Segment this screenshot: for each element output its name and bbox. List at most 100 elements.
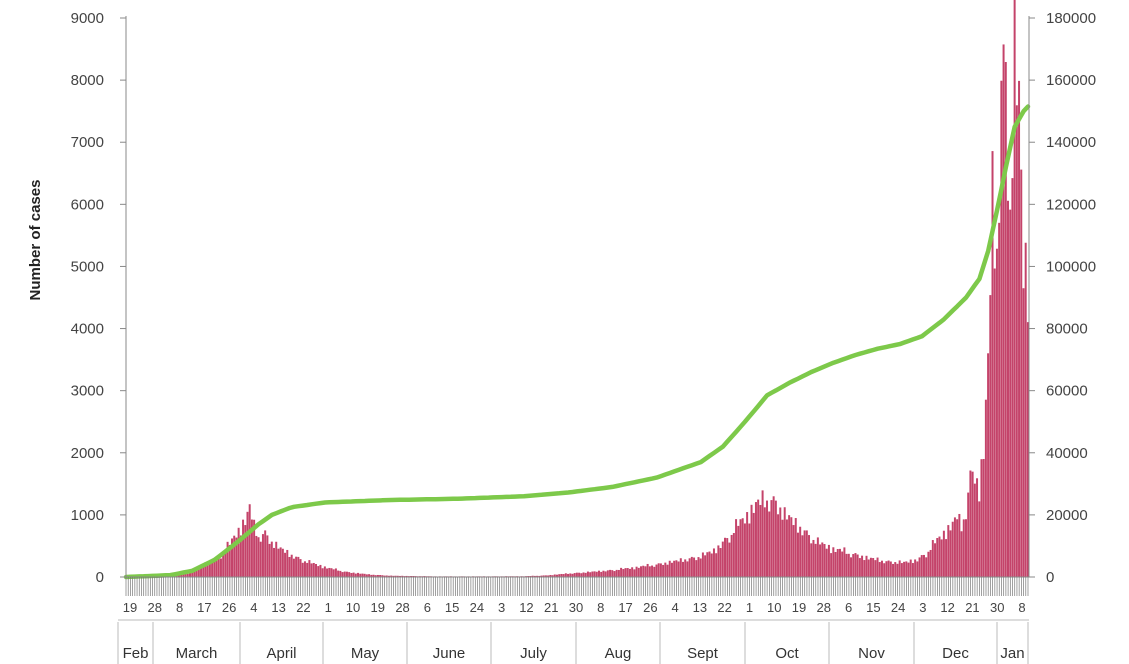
case-bar (712, 548, 715, 577)
case-bar (991, 151, 994, 577)
case-bar (686, 561, 689, 577)
day-label: 3 (498, 600, 505, 615)
case-bar (631, 567, 634, 577)
case-bar (606, 570, 609, 577)
month-labels: Feb March April May June July Aug Sept Oct Nov Dec… (117, 622, 1029, 664)
case-bar (1006, 200, 1009, 577)
day-label: 8 (176, 600, 183, 615)
case-bar (770, 500, 773, 577)
y2-tick-label: 120000 (1046, 196, 1096, 213)
case-bar (184, 573, 187, 577)
month-label: Dec (942, 645, 969, 662)
y-tick-label: 0 (96, 569, 104, 586)
daily-cases-bars (149, 0, 1029, 578)
case-bar (268, 543, 271, 577)
case-bar (1022, 288, 1025, 577)
y2-tick-label: 40000 (1046, 445, 1088, 462)
case-bar (299, 559, 302, 577)
day-label: 3 (919, 600, 926, 615)
month-label: Jan (1000, 645, 1024, 662)
case-bar (684, 559, 687, 577)
case-bar (206, 564, 209, 577)
case-bar (257, 537, 260, 577)
case-bar (854, 553, 857, 577)
right-axis-ticks: 0 20000 40000 60000 80000 100000 120000 140000 1… (1029, 10, 1096, 586)
case-bar (193, 568, 196, 577)
day-label: 22 (296, 600, 310, 615)
case-bar (715, 553, 718, 577)
case-bar (365, 574, 368, 577)
case-bar (239, 535, 242, 577)
case-bar (978, 501, 981, 577)
case-bar (726, 538, 729, 577)
case-bar (887, 560, 890, 577)
case-bar (743, 523, 746, 577)
case-bar (843, 547, 846, 577)
case-bar (1013, 0, 1016, 578)
case-bar (255, 535, 258, 577)
case-bar (567, 573, 570, 577)
case-bar (642, 565, 645, 577)
case-bar (399, 575, 402, 577)
day-label: 19 (792, 600, 806, 615)
case-bar (383, 575, 386, 577)
day-label: 22 (717, 600, 731, 615)
case-bar (867, 559, 870, 577)
case-bar (361, 573, 364, 577)
case-bar (690, 556, 693, 577)
case-bar (1020, 169, 1023, 577)
day-label: 24 (470, 600, 484, 615)
case-bar (688, 558, 691, 577)
case-bar (237, 527, 240, 577)
y2-tick-label: 100000 (1046, 258, 1096, 275)
case-bar (827, 544, 830, 577)
case-bar (177, 575, 180, 577)
case-bar (841, 551, 844, 577)
case-bar (695, 560, 698, 577)
case-bar (321, 568, 324, 577)
case-bar (571, 573, 574, 577)
case-bar (679, 558, 682, 577)
y-axis-title: Number of cases (27, 180, 44, 301)
case-bar (560, 573, 563, 577)
case-bar (872, 558, 875, 577)
day-label: 4 (671, 600, 678, 615)
case-bar (858, 558, 861, 577)
case-bar (664, 562, 667, 577)
case-bar (706, 552, 709, 577)
case-bar (264, 530, 267, 577)
case-bar (266, 535, 269, 577)
case-bar (1004, 62, 1007, 577)
case-bar (675, 560, 678, 577)
case-bar (315, 563, 318, 577)
case-bar (790, 517, 793, 577)
y-tick-label: 8000 (71, 72, 104, 89)
case-bar (292, 558, 295, 577)
y2-tick-label: 60000 (1046, 383, 1088, 400)
case-bar (735, 519, 738, 577)
day-label: 6 (424, 600, 431, 615)
case-bar (739, 519, 742, 577)
case-bar (533, 575, 536, 577)
case-bar (359, 573, 362, 577)
day-label: 17 (197, 600, 211, 615)
case-bar (175, 575, 178, 577)
case-bar (938, 536, 941, 577)
case-bar (600, 571, 603, 577)
case-bar (637, 567, 640, 577)
case-bar (704, 555, 707, 577)
case-bar (357, 572, 360, 577)
case-bar (363, 573, 366, 577)
case-bar (609, 569, 612, 577)
case-bar (228, 544, 231, 577)
day-label: 21 (544, 600, 558, 615)
case-bar (573, 573, 576, 577)
case-bar (343, 571, 346, 577)
case-bar (752, 512, 755, 577)
case-bar (863, 560, 866, 577)
case-bar (286, 549, 289, 577)
case-bar (611, 570, 614, 577)
case-bar (810, 543, 813, 577)
case-bar (1018, 80, 1021, 577)
